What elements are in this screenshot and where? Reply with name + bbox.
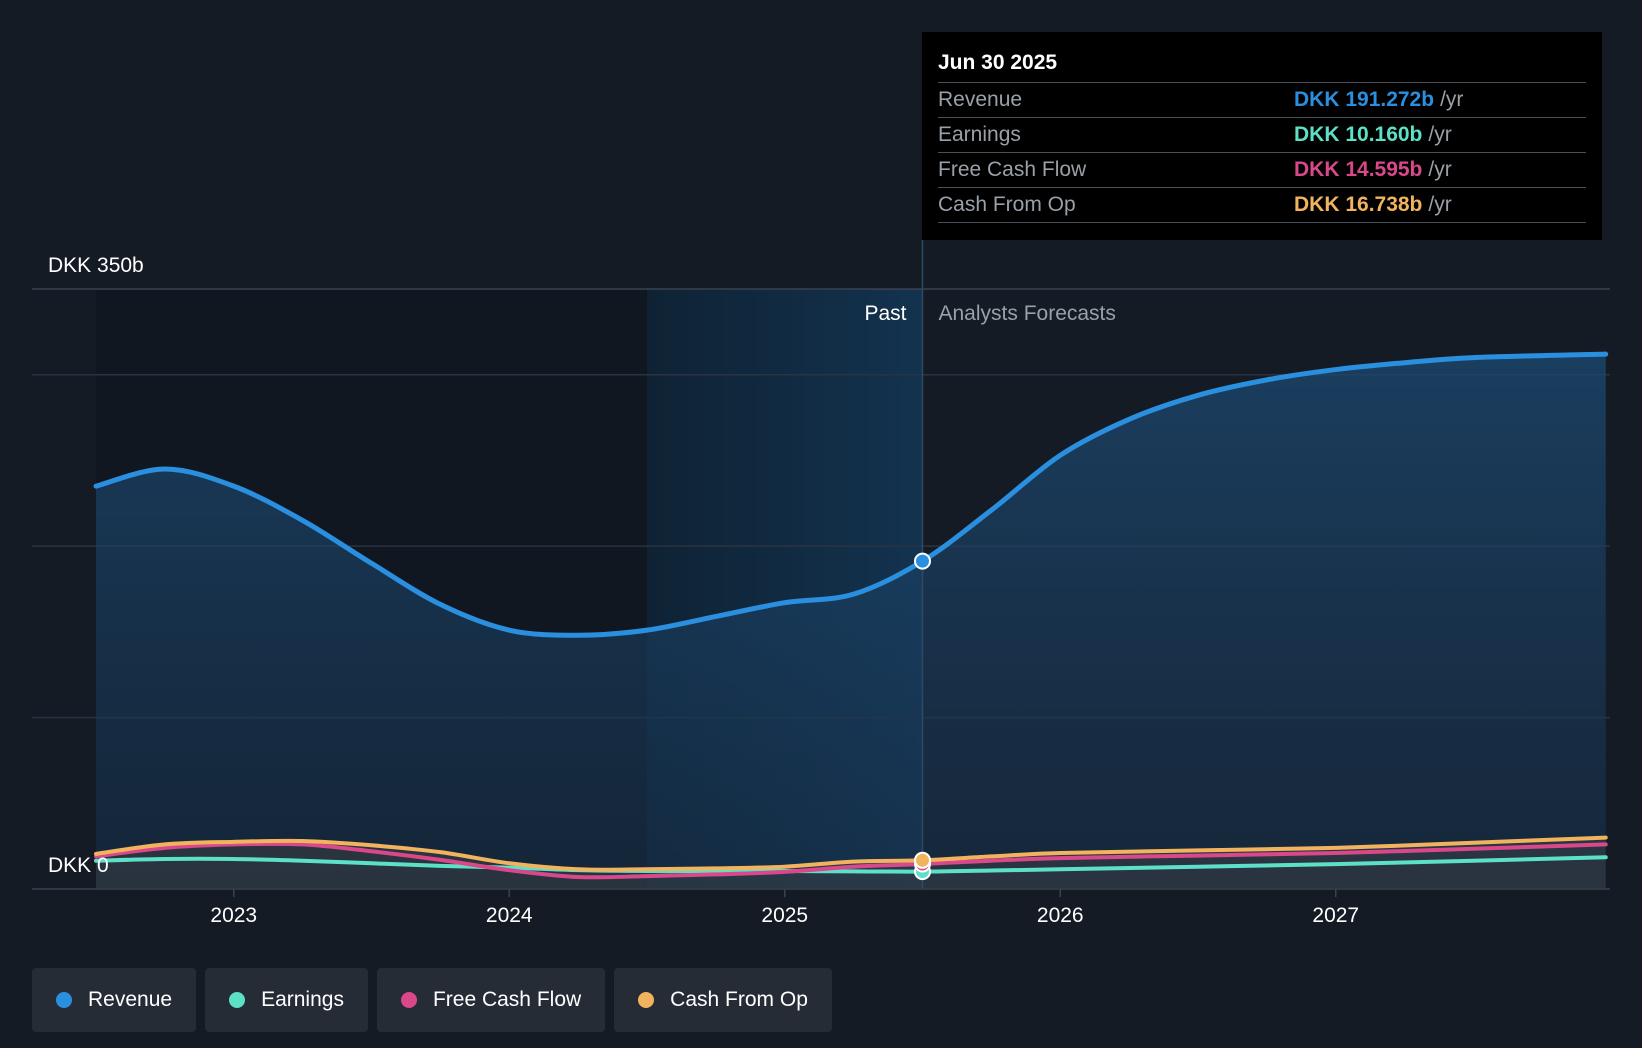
tooltip-row-free-cash-flow: Free Cash Flow DKK 14.595b/yr — [938, 153, 1586, 188]
earnings-line — [94, 855, 1608, 874]
legend-dot-icon — [229, 992, 246, 1008]
legend-label: Revenue — [88, 988, 173, 1011]
tooltip-series-name: Cash From Op — [938, 193, 1076, 216]
forecast-label: Analysts Forecasts — [939, 302, 1116, 325]
revenue-marker — [914, 552, 931, 570]
legend-item-cash-from-op[interactable]: Cash From Op — [614, 968, 832, 1032]
legend-dot-icon — [400, 992, 417, 1008]
tooltip-series-unit: /yr — [1440, 88, 1464, 111]
legend-item-earnings[interactable]: Earnings — [205, 968, 368, 1032]
free-cash-flow-line — [94, 841, 1608, 880]
legend-dot-icon — [638, 992, 655, 1008]
tooltip-series-unit: /yr — [1428, 123, 1452, 146]
cash-from-op-marker — [914, 851, 931, 869]
legend-label: Cash From Op — [670, 988, 808, 1011]
past-label: Past — [864, 302, 906, 325]
tooltip: Jun 30 2025 Revenue DKK 191.272b/yr Earnin… — [922, 32, 1602, 240]
legend-item-free-cash-flow[interactable]: Free Cash Flow — [376, 968, 606, 1032]
legend-label: Earnings — [261, 988, 344, 1011]
cash-from-op-line — [94, 835, 1608, 872]
legend: Revenue Earnings Free Cash Flow Cash From O… — [32, 968, 832, 1032]
tooltip-series-value: DKK 10.160b — [1294, 123, 1423, 146]
tooltip-series-name: Earnings — [938, 123, 1021, 146]
tooltip-series-unit: /yr — [1428, 193, 1452, 216]
tooltip-series-value: DKK 191.272b — [1294, 88, 1435, 111]
legend-label: Free Cash Flow — [432, 988, 582, 1011]
tooltip-series-value: DKK 16.738b — [1294, 193, 1423, 216]
tooltip-series-unit: /yr — [1428, 158, 1452, 181]
revenue-area — [96, 354, 1606, 890]
y-axis-bottom-label: DKK 0 — [48, 854, 109, 877]
revenue-line — [93, 351, 1609, 638]
legend-item-revenue[interactable]: Revenue — [32, 968, 197, 1032]
tooltip-date: Jun 30 2025 — [938, 46, 1586, 83]
x-tick-label: 2023 — [210, 904, 257, 927]
tooltip-row-earnings: Earnings DKK 10.160b/yr — [938, 118, 1586, 153]
x-tick-label: 2027 — [1312, 904, 1359, 927]
legend-dot-icon — [56, 992, 72, 1008]
y-axis-top-label: DKK 350b — [48, 254, 144, 277]
x-tick-label: 2024 — [486, 904, 533, 927]
x-tick-label: 2026 — [1037, 904, 1084, 927]
tooltip-series-name: Revenue — [938, 88, 1023, 111]
tooltip-series-name: Free Cash Flow — [938, 158, 1087, 181]
tooltip-row-cash-from-op: Cash From Op DKK 16.738b/yr — [938, 188, 1586, 223]
x-tick-label: 2025 — [761, 904, 808, 927]
tooltip-series-value: DKK 14.595b — [1294, 158, 1423, 181]
tooltip-row-revenue: Revenue DKK 191.272b/yr — [938, 83, 1586, 118]
